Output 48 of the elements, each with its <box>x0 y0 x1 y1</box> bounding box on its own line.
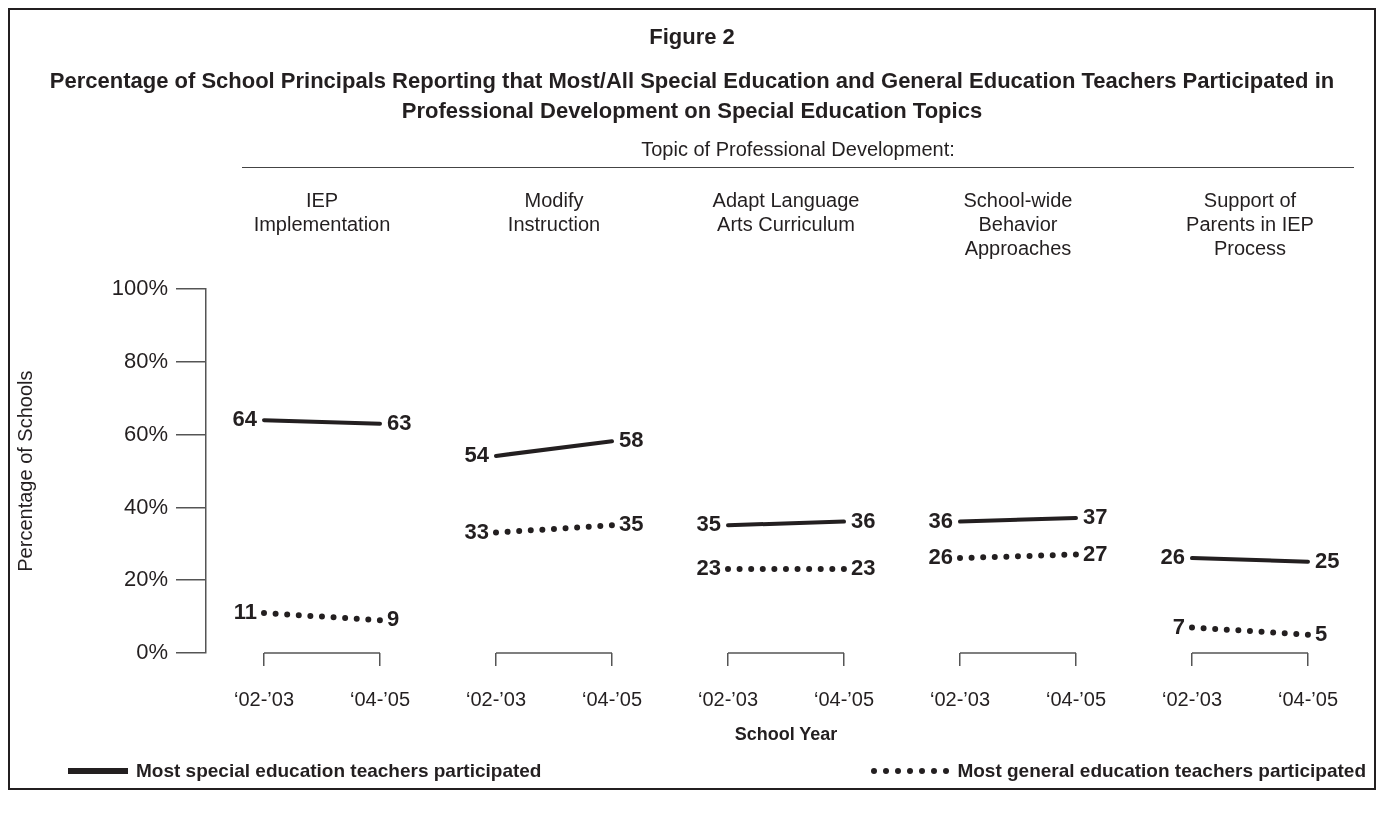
chart-title: Support of Parents in IEP Process <box>1185 188 1315 260</box>
data-label: 36 <box>928 507 953 533</box>
data-label: 64 <box>232 406 258 432</box>
y-tick-label: 0% <box>136 639 168 665</box>
y-axis-title: Percentage of Schools <box>13 370 36 572</box>
y-tick-label: 100% <box>111 275 168 301</box>
x-tick-label: ‘02-’03 <box>697 687 759 710</box>
data-label: 26 <box>1160 544 1185 570</box>
x-tick-label: ‘02-’03 <box>929 687 991 710</box>
data-label: 35 <box>696 511 721 537</box>
x-tick-label: ‘02-’03 <box>1161 687 1223 710</box>
legend-label: Most general education teachers participated <box>957 760 1366 782</box>
data-label: 26 <box>928 544 953 570</box>
x-tick-label: ‘04-’05 <box>581 687 643 710</box>
data-label: 25 <box>1315 547 1340 573</box>
x-tick-label: ‘02-’03 <box>233 687 295 710</box>
text: Topic of Professional Development: <box>242 126 1354 168</box>
data-label: 33 <box>464 518 489 544</box>
chart-title: IEP Implementation <box>252 188 392 236</box>
data-label: 23 <box>696 555 721 581</box>
y-tick-label: 60% <box>123 420 168 446</box>
data-label: 23 <box>851 555 876 581</box>
data-label: 37 <box>1083 504 1108 530</box>
x-tick-label: ‘04-’05 <box>1045 687 1107 710</box>
data-label: 9 <box>387 606 400 632</box>
x-axis-title: School Year <box>733 724 839 746</box>
data-label: 7 <box>1172 613 1185 639</box>
data-label: 27 <box>1083 540 1108 566</box>
chart-title: Adapt Language Arts Curriculum <box>711 188 861 236</box>
chart-title: School-wide Behavior Approaches <box>962 188 1074 260</box>
data-label: 36 <box>851 507 876 533</box>
data-label: 54 <box>464 441 490 467</box>
data-label: 5 <box>1315 620 1328 646</box>
data-label: 58 <box>619 427 644 453</box>
data-label: 63 <box>387 409 412 435</box>
y-tick-label: 80% <box>123 348 168 374</box>
caption: Figure 2 <box>648 24 736 50</box>
data-label: 35 <box>619 511 644 537</box>
chart-title: Modify Instruction <box>506 188 602 236</box>
text: Percentage of School Principals Reporting that Most/All Special Education and General Education Teachers Participated in Professional Development on Special Education Topics <box>48 67 1336 125</box>
x-tick-label: ‘04-’05 <box>1277 687 1339 710</box>
x-tick-label: ‘04-’05 <box>813 687 875 710</box>
data-label: 11 <box>233 599 257 625</box>
x-tick-label: ‘04-’05 <box>349 687 411 710</box>
x-tick-label: ‘02-’03 <box>465 687 527 710</box>
legend-label: Most special education teachers participated <box>136 760 542 782</box>
y-tick-label: 20% <box>123 566 168 592</box>
y-tick-label: 40% <box>123 493 168 519</box>
